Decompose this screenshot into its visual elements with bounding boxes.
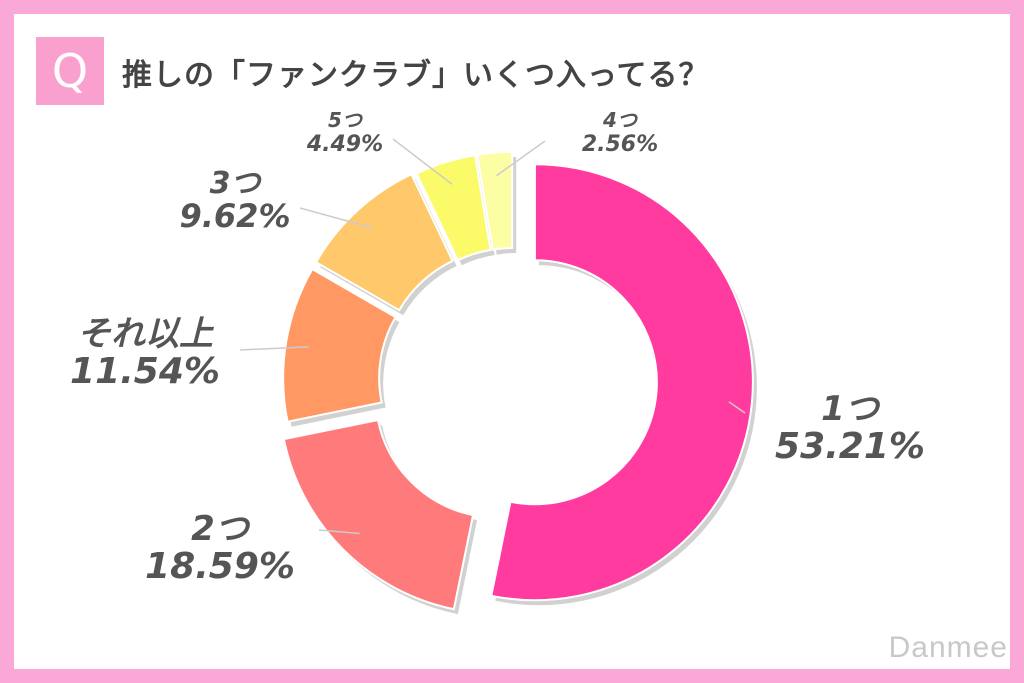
- leader-line: [496, 140, 546, 177]
- leader-line: [239, 346, 309, 351]
- slice-category-label: 3つ: [210, 166, 263, 201]
- slice-value-label: 53.21%: [775, 426, 925, 467]
- slice-6: [476, 151, 514, 251]
- slice-2: [282, 418, 475, 611]
- slice-3: [282, 267, 397, 423]
- question-badge: Q: [36, 37, 104, 105]
- slice-category-label: 2つ: [191, 509, 251, 549]
- slice-value-label: 11.54%: [70, 351, 220, 392]
- slice-category-label: 5つ: [328, 108, 364, 132]
- brand-logo: Danmee: [888, 631, 1008, 664]
- question-title: 推しの「ファンクラブ」いくつ入ってる？: [122, 58, 710, 93]
- slice-category-label: それ以上: [77, 314, 215, 354]
- leader-line: [318, 529, 360, 535]
- leader-line: [299, 207, 373, 229]
- slice-5: [415, 154, 492, 262]
- slice-value-label: 9.62%: [179, 197, 290, 235]
- slice-value-label: 4.49%: [306, 132, 383, 157]
- leader-line: [392, 138, 453, 185]
- slice-1: [490, 163, 754, 602]
- slice-value-label: 2.56%: [582, 132, 658, 157]
- slice-value-label: 18.59%: [145, 546, 295, 587]
- slice-category-label: 4つ: [602, 108, 639, 132]
- slice-4: [314, 172, 454, 312]
- slice-category-label: 1つ: [821, 389, 881, 429]
- leader-line: [728, 401, 746, 414]
